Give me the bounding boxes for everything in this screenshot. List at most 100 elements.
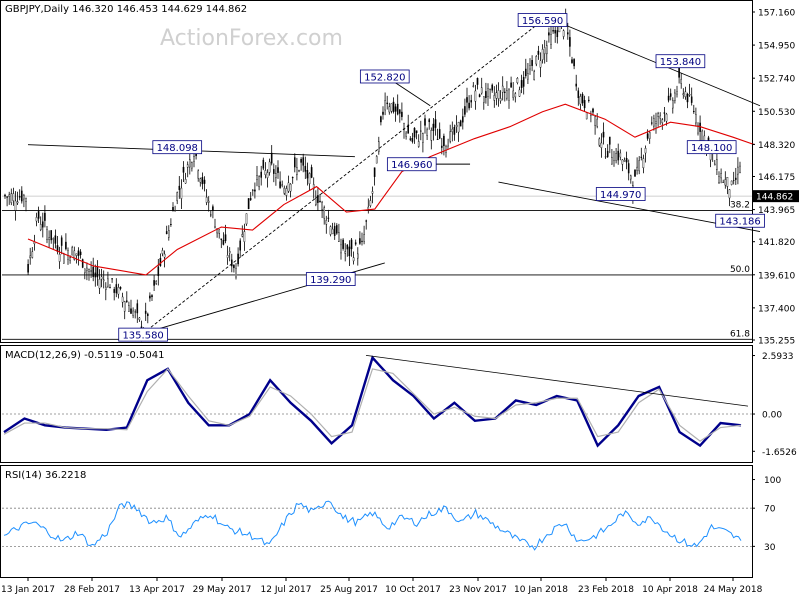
candle-body [661,119,664,124]
candle-body [193,156,195,162]
candle-body [735,177,737,180]
candle-body [342,239,344,249]
x-axis-label: 29 May 2017 [193,585,252,595]
candle-body [441,145,443,148]
candle-body [279,181,281,188]
candle-body [682,93,685,96]
candle-body [338,232,340,242]
price-axis-label: 139.610 [758,271,795,281]
candle-body [291,177,294,179]
candle-body [457,122,460,133]
candle-body [718,176,720,183]
candle-body [606,150,609,157]
candle-body [638,160,640,172]
candle-body [361,240,363,242]
candle-body [310,167,313,178]
candle-body [165,231,168,235]
candle-body [323,207,326,219]
macd-axis-label: -1.6526 [762,448,797,458]
candle-body [611,156,613,165]
candle-body [396,103,399,115]
candle-body [480,87,483,94]
candle-body [346,244,349,250]
candle-body [50,230,52,241]
candle-body [63,253,65,264]
candle-body [363,234,365,242]
candle-body [186,164,189,168]
candle-body [501,85,504,93]
candle-body [163,253,166,258]
price-annotation-box [386,157,437,172]
candle-body [31,251,34,258]
candle-body [39,224,42,230]
candle-body [306,170,309,179]
x-axis-label: 25 Aug 2017 [320,585,378,595]
price-annotation-label: 156.590 [522,16,563,27]
candle-body [571,59,573,63]
price-annotation-label: 135.580 [122,331,163,342]
rsi-panel-frame [0,465,753,578]
candle-body [348,246,351,257]
candle-body [357,253,359,259]
fib-level-label: 38.2 [730,201,750,211]
candle-body [648,132,651,139]
candle-body [657,113,659,117]
candle-body [651,122,653,124]
candle-body [298,170,300,172]
price-annotation-box [152,140,203,155]
price-annotation-box [359,69,410,84]
candle-body [138,317,141,320]
candle-body [365,220,368,222]
candle-body [258,176,260,188]
fib-level-label: 50.0 [730,265,750,275]
price-axis-label: 154.950 [758,42,795,52]
candle-body [497,90,500,99]
x-axis-label: 28 Feb 2017 [64,585,120,595]
candle-body [48,237,50,241]
candle-body [640,156,643,158]
candle-body [212,206,214,211]
candle-body [159,257,162,267]
candle-body [90,270,92,272]
candle-body [121,296,124,303]
candle-body [226,255,229,258]
candle-body [674,92,676,101]
candle-body [308,173,311,185]
candle-body [155,280,158,284]
candle-body [170,224,172,226]
candle-body [508,89,510,101]
candle-body [352,257,355,262]
candle-body [613,160,615,167]
candle-body [241,234,244,237]
candle-body [23,195,25,200]
x-axis-label: 13 Jan 2017 [1,585,55,595]
candle-body [602,131,605,138]
candle-body [184,179,187,184]
candle-body [594,116,596,126]
candle-body [690,96,693,103]
candle-body [512,90,514,98]
candle-body [69,257,71,261]
candle-body [489,88,491,90]
candle-body [430,130,433,141]
candle-body [405,132,407,137]
candle-body [317,195,319,203]
candle-body [123,301,126,312]
candle-body [94,272,97,278]
candle-body [209,214,212,216]
rsi-axis-label: 70 [764,505,776,515]
candle-body [554,30,556,34]
candle-body [71,247,73,256]
candle-body [222,240,225,245]
x-axis-label: 24 May 2018 [704,585,763,595]
candle-body [693,110,695,113]
candle-body [378,141,380,152]
candle-body [125,300,128,303]
candle-body [579,96,582,105]
candle-body [296,167,298,176]
candle-body [388,106,391,113]
candle-body [720,173,722,179]
candle-body [462,116,464,123]
candle-body [672,99,674,109]
candle-body [102,279,105,282]
